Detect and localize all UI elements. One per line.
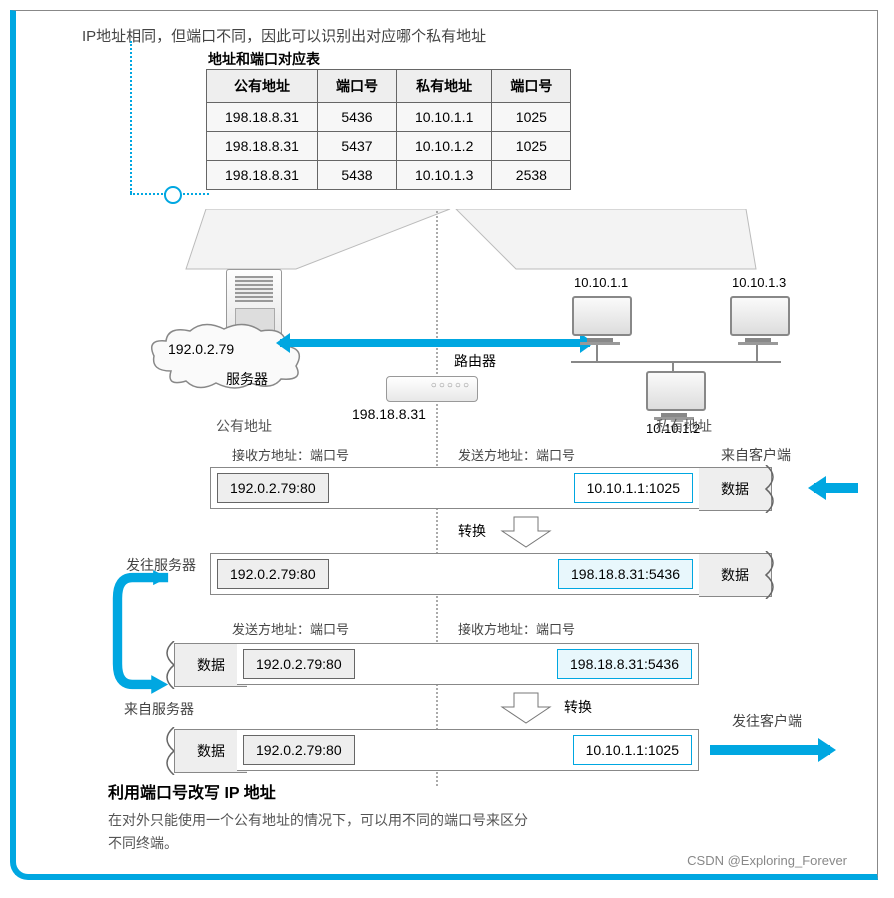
- server-label: 服务器: [226, 369, 268, 389]
- packet-row: 192.0.2.79:80 198.18.8.31:5436: [237, 643, 699, 685]
- pointer-dot: [164, 186, 182, 204]
- top-note: IP地址相同，但端口不同，因此可以识别出对应哪个私有地址: [82, 25, 486, 46]
- table-row: 公有地址 端口号 私有地址 端口号: [207, 70, 571, 103]
- nat-table-title: 地址和端口对应表: [208, 49, 320, 69]
- watermark: CSDN @Exploring_Forever: [687, 853, 847, 868]
- packet-src: 198.18.8.31:5436: [558, 559, 693, 589]
- packet-dst: 198.18.8.31:5436: [557, 649, 692, 679]
- packet-dst: 192.0.2.79:80: [217, 473, 329, 503]
- pointer-dash: [130, 193, 166, 195]
- router-icon: [386, 376, 478, 402]
- packet-src: 192.0.2.79:80: [243, 735, 355, 765]
- pc-ip-label: 10.10.1.1: [574, 275, 628, 290]
- packet-tail-icon: [762, 465, 782, 513]
- translate-label: 转换: [458, 521, 486, 541]
- pointer-dash: [179, 193, 209, 195]
- src-label: 发送方地址：端口号: [232, 619, 349, 638]
- pc-icon: [730, 296, 786, 342]
- src-label: 发送方地址：端口号: [458, 445, 575, 464]
- table-row: 198.18.8.31543710.10.1.21025: [207, 132, 571, 161]
- dst-label: 接收方地址：端口号: [458, 619, 575, 638]
- pc-icon: [646, 371, 702, 417]
- from-server-label: 来自服务器: [124, 699, 194, 719]
- lan-bus: [571, 361, 781, 363]
- lan-bus: [672, 361, 674, 371]
- packet-dst: 10.10.1.1:1025: [573, 735, 692, 765]
- packet-src: 10.10.1.1:1025: [574, 473, 693, 503]
- private-net-label: 私有地址: [656, 416, 712, 436]
- packet-src: 192.0.2.79:80: [243, 649, 355, 679]
- from-client-label: 来自客户端: [721, 445, 791, 465]
- to-client-label: 发往客户端: [732, 711, 802, 731]
- pc-icon: [572, 296, 628, 342]
- col-port2: 端口号: [492, 70, 571, 103]
- dst-label: 接收方地址：端口号: [232, 445, 349, 464]
- router-label: 路由器: [454, 351, 496, 371]
- packet-row: 192.0.2.79:80 198.18.8.31:5436: [210, 553, 700, 595]
- down-arrow-icon: [496, 515, 556, 549]
- col-public-addr: 公有地址: [207, 70, 318, 103]
- table-row: 198.18.8.31543610.10.1.11025: [207, 103, 571, 132]
- packet-dst: 192.0.2.79:80: [217, 559, 329, 589]
- arrow-left-icon: [814, 483, 858, 493]
- nat-table: 公有地址 端口号 私有地址 端口号 198.18.8.31543610.10.1…: [206, 69, 571, 190]
- col-port: 端口号: [317, 70, 396, 103]
- router-ip: 198.18.8.31: [352, 406, 426, 422]
- packet-row: 192.0.2.79:80 10.10.1.1:1025: [210, 467, 700, 509]
- down-arrow-icon: [496, 691, 556, 725]
- translate-label: 转换: [564, 697, 592, 717]
- caption-body: 在对外只能使用一个公有地址的情况下，可以用不同的端口号来区分 不同终端。: [108, 809, 837, 854]
- pointer-dash: [130, 41, 132, 193]
- caption-title: 利用端口号改写 IP 地址: [108, 779, 837, 803]
- server-ip: 192.0.2.79: [168, 341, 234, 357]
- packet-row: 192.0.2.79:80 10.10.1.1:1025: [237, 729, 699, 771]
- table-row: 198.18.8.31543810.10.1.32538: [207, 161, 571, 190]
- col-private-addr: 私有地址: [396, 70, 491, 103]
- diagram-frame: IP地址相同，但端口不同，因此可以识别出对应哪个私有地址 地址和端口对应表 公有…: [10, 10, 878, 880]
- arrow-right-icon: [710, 745, 830, 755]
- network-link-arrow: [280, 339, 590, 347]
- caption-block: 利用端口号改写 IP 地址 在对外只能使用一个公有地址的情况下，可以用不同的端口…: [108, 779, 837, 854]
- packet-tail-icon: [762, 551, 782, 599]
- pc-ip-label: 10.10.1.3: [732, 275, 786, 290]
- public-net-label: 公有地址: [216, 416, 272, 436]
